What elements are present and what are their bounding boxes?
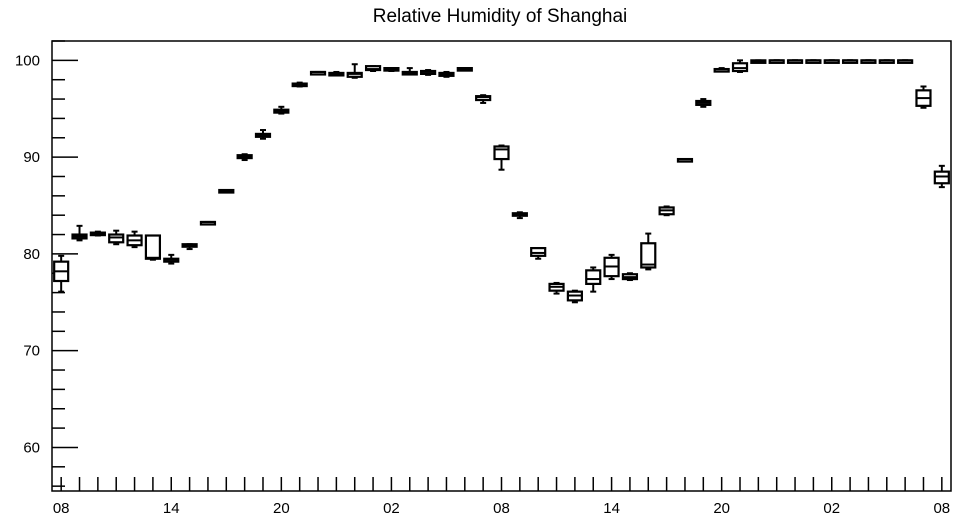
- box-item: [236, 153, 253, 162]
- x-tick-label: 20: [713, 500, 730, 517]
- box-item: [328, 70, 345, 77]
- x-tick-label: 02: [823, 500, 840, 517]
- box-item: [254, 129, 272, 140]
- x-tick-label: 08: [933, 500, 950, 517]
- box-item: [640, 232, 657, 271]
- x-tick-label: 02: [383, 500, 400, 517]
- box-series: [53, 59, 950, 304]
- box-item: [823, 59, 840, 64]
- box-body: [493, 145, 510, 161]
- box-item: [89, 230, 106, 237]
- x-axis: 08 14 20 02 08 14 20 02 08: [53, 477, 950, 517]
- y-tick-label: 100: [15, 52, 40, 69]
- x-tick-label: 08: [493, 500, 510, 517]
- box-item: [401, 67, 418, 76]
- box-item: [841, 59, 859, 64]
- box-body: [585, 269, 602, 286]
- box-item: [566, 289, 583, 304]
- box-item: [676, 157, 694, 163]
- box-item: [346, 63, 363, 79]
- box-item: [163, 253, 180, 265]
- box-item: [364, 65, 382, 72]
- box-body: [640, 242, 657, 269]
- box-item: [199, 220, 217, 226]
- box-item: [218, 188, 235, 194]
- x-tick-label: 14: [163, 500, 180, 517]
- box-item: [786, 59, 804, 64]
- x-tick-label: 20: [273, 500, 290, 517]
- box-item: [933, 164, 950, 189]
- box-item: [915, 85, 932, 109]
- box-item: [860, 59, 877, 64]
- box-item: [126, 230, 143, 249]
- box-item: [621, 272, 639, 282]
- box-item: [897, 59, 914, 64]
- box-item: [383, 66, 400, 72]
- box-item: [273, 105, 290, 115]
- box-item: [750, 59, 767, 64]
- y-tick-label: 70: [23, 343, 40, 360]
- x-tick-label: 08: [53, 500, 70, 517]
- y-tick-label: 60: [23, 439, 40, 456]
- box-item: [493, 144, 510, 171]
- box-item: [420, 69, 437, 76]
- box-item: [805, 59, 822, 64]
- box-item: [475, 94, 492, 104]
- box-item: [603, 253, 620, 281]
- box-item: [878, 59, 895, 64]
- box-item: [108, 229, 125, 246]
- box-item: [144, 234, 162, 261]
- y-tick-label: 90: [23, 149, 40, 166]
- box-item: [53, 254, 70, 293]
- box-item: [548, 281, 565, 295]
- box-item: [731, 59, 749, 73]
- box-item: [181, 243, 198, 251]
- box-item: [713, 67, 730, 73]
- box-item: [695, 98, 712, 108]
- box-item: [658, 205, 675, 217]
- box-item: [438, 70, 455, 78]
- box-item: [585, 266, 602, 293]
- box-item: [511, 211, 528, 220]
- box-item: [768, 59, 785, 64]
- plot-frame: [51, 40, 952, 492]
- box-item: [309, 70, 327, 76]
- x-tick-label: 14: [603, 500, 620, 517]
- box-item: [291, 81, 308, 88]
- box-item: [530, 246, 547, 260]
- box-item: [71, 224, 88, 242]
- box-item: [456, 66, 473, 72]
- y-tick-label: 80: [23, 246, 40, 263]
- box-body: [144, 234, 162, 260]
- chart-title: Relative Humidity of Shanghai: [373, 6, 628, 27]
